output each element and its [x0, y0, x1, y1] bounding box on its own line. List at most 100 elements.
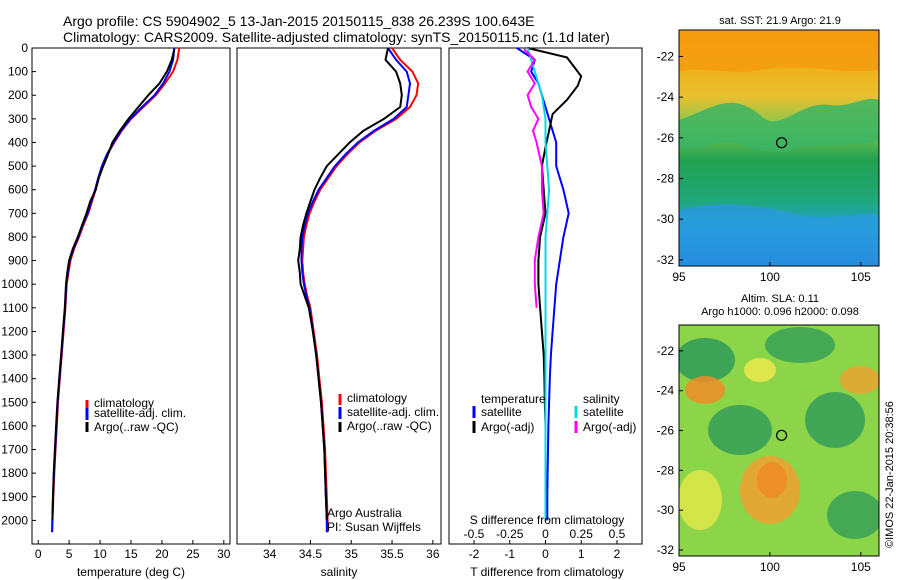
sla-map-title-line2: Argo h1000: 0.096 h2000: 0.098 [701, 306, 859, 318]
lat-tick-label: -22 [657, 344, 675, 358]
sla-low-se [827, 491, 879, 539]
header-line2: Climatology: CARS2009. Satellite-adjuste… [63, 29, 610, 45]
sst-argo-marker [775, 137, 788, 149]
legend-label-argo: Argo(..raw -QC) [347, 419, 432, 433]
x-tick-label: 2 [614, 547, 621, 561]
series-line-2-2 [526, 47, 551, 521]
sla-low-e [805, 392, 865, 448]
lon-tick-label: 100 [760, 560, 780, 574]
sst-map-frame [678, 29, 880, 267]
salinity-xlabel: salinity [321, 565, 358, 579]
x-tick-label: 34.5 [299, 547, 323, 561]
sla-high-n [744, 358, 776, 382]
y-tick-label: 300 [8, 112, 28, 126]
x-tick-label: 35 [345, 547, 359, 561]
sst-field [679, 30, 879, 266]
lon-tick-label: 105 [851, 560, 871, 574]
copyright-note: ©IMOS 22-Jan-2015 20:38:56 [884, 401, 896, 548]
s-tick-label: -0.25 [496, 527, 524, 541]
salinity-frame [236, 47, 442, 545]
t-difference-xlabel: T difference from climatology [470, 565, 624, 579]
legend-label-t-satellite: satellite [481, 405, 522, 419]
y-tick-label: 600 [8, 183, 28, 197]
lat-tick-label: -28 [657, 172, 675, 186]
salinity-tick-labels: 34 34.5 35 35.5 36 [263, 540, 440, 561]
legend-label-s-satellite: satellite [583, 405, 624, 419]
y-tick-label: 400 [8, 135, 28, 149]
temperature-xlabel: temperature (deg C) [77, 565, 185, 579]
x-tick-label: -1 [504, 547, 515, 561]
y-tick-label: 1800 [1, 466, 28, 480]
y-tick-label: 1000 [1, 277, 28, 291]
legend-label-satellite: satellite-adj. clim. [347, 405, 439, 419]
lat-tick-label: -26 [657, 131, 675, 145]
sla-longitude-tick-labels: 95 100 105 [672, 552, 871, 574]
x-tick-label: 30 [217, 547, 231, 561]
s-tick-label: 0 [542, 527, 549, 541]
y-tick-label: 2000 [1, 513, 28, 527]
legend-label-climatology: climatology [94, 396, 154, 410]
salinity-panel: 34 34.5 35 35.5 36 climatology satellite-adj… [236, 47, 442, 579]
t-difference-tick-labels: -2 -1 0 1 2 [469, 540, 621, 561]
header-line1: Argo profile: CS 5904902_5 13-Jan-2015 2… [63, 13, 534, 29]
salinity-lines [297, 47, 420, 533]
temperature-lines [51, 47, 181, 533]
sla-latitude-tick-labels: -22 -24 -26 -28 -30 -32 [657, 344, 683, 557]
legend-label-s-argo: Argo(-adj) [583, 420, 636, 434]
x-tick-label: 20 [155, 547, 169, 561]
difference-lines [516, 47, 583, 521]
x-tick-label: 35.5 [380, 547, 404, 561]
y-tick-label: 1900 [1, 490, 28, 504]
y-tick-label: 1200 [1, 324, 28, 338]
depth-tick-labels: 0 100 200 300 400 500 600 700 800 900 1000 1100 1200… [1, 41, 36, 527]
lon-tick-label: 105 [851, 270, 871, 284]
x-tick-label: 25 [186, 547, 200, 561]
sla-low-nw [679, 338, 735, 382]
lat-tick-label: -28 [657, 463, 675, 477]
y-tick-label: 1100 [2, 301, 28, 315]
lat-tick-label: -32 [657, 253, 675, 267]
x-tick-label: 36 [426, 547, 440, 561]
series-line-2-3 [523, 48, 545, 308]
sst-map: sat. SST: 21.9 Argo: 21.9 -22 -24 -26 -28 -3… [657, 15, 880, 284]
temperature-tick-labels: 0 5 10 15 20 25 30 [35, 540, 231, 561]
lat-tick-label: -24 [657, 384, 675, 398]
x-tick-label: 0 [35, 547, 42, 561]
x-tick-label: 34 [263, 547, 277, 561]
lat-tick-label: -26 [657, 424, 675, 438]
legend-label-t-argo: Argo(-adj) [481, 420, 534, 434]
salinity-annotation-line1: Argo Australia [327, 506, 402, 520]
x-tick-label: 10 [93, 547, 107, 561]
y-tick-label: 1300 [1, 348, 28, 362]
series-line-0-2 [51, 48, 176, 521]
y-tick-label: 0 [21, 41, 28, 55]
legend-label-climatology: climatology [347, 391, 407, 405]
y-tick-label: 800 [8, 230, 28, 244]
sst-cool-region [679, 204, 879, 266]
lon-tick-label: 95 [672, 560, 686, 574]
lat-tick-label: -30 [657, 503, 675, 517]
x-tick-label: 5 [66, 547, 73, 561]
y-tick-label: 100 [8, 65, 28, 79]
legend-label-argo: Argo(..raw -QC) [94, 420, 179, 434]
sla-map-title-line1: Altim. SLA: 0.11 [741, 293, 819, 305]
series-line-1-2 [297, 47, 403, 521]
s-difference-xlabel: S difference from climatology [470, 513, 625, 527]
y-tick-label: 500 [8, 159, 28, 173]
s-tick-label: 0.5 [609, 527, 626, 541]
lat-tick-label: -30 [657, 212, 675, 226]
legend-label-satellite: satellite-adj. clim. [94, 406, 186, 420]
salinity-annotation-line2: PI: Susan Wijffels [327, 520, 421, 534]
sst-warm-region [679, 30, 879, 72]
temperature-legend: climatology satellite-adj. clim. Argo(..… [85, 396, 186, 434]
sst-longitude-tick-labels: 95 100 105 [672, 262, 871, 284]
lat-tick-label: -24 [657, 90, 675, 104]
difference-legend: temperature satellite Argo(-adj) salinit… [472, 392, 636, 434]
x-tick-label: -2 [469, 547, 480, 561]
sla-low-n [765, 327, 835, 363]
lon-tick-label: 100 [760, 270, 780, 284]
lon-tick-label: 95 [672, 270, 686, 284]
s-tick-label: 0.25 [570, 527, 594, 541]
sla-field [679, 325, 879, 556]
